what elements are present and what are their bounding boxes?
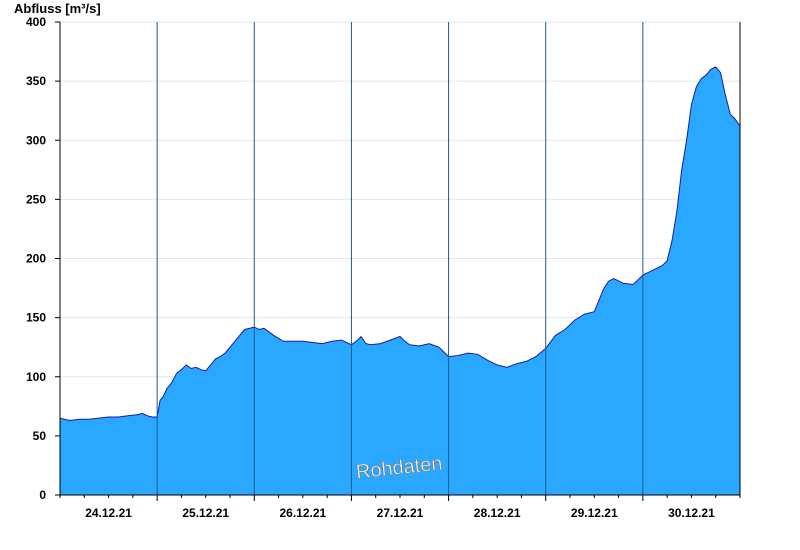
y-tick-label: 250 [26, 192, 46, 206]
x-tick-label: 29.12.21 [571, 506, 618, 520]
day-separators [156, 22, 644, 495]
y-tick-label: 350 [26, 74, 46, 88]
y-tick-label: 100 [26, 370, 46, 384]
y-axis-label: Abfluss [m³/s] [14, 1, 101, 16]
x-tick-label: 26.12.21 [279, 506, 326, 520]
x-tick-label: 25.12.21 [182, 506, 229, 520]
y-tick-labels: 0 50 100 150 200 250 300 350 400 [26, 15, 60, 502]
y-tick-label: 200 [26, 252, 46, 266]
discharge-line [59, 66, 741, 422]
grid-lines [60, 21, 740, 437]
x-tick-labels: 24.12.21 25.12.21 26.12.21 27.12.21 28.12.21… [59, 495, 741, 520]
x-tick-label: 28.12.21 [474, 506, 521, 520]
x-tick-label: 27.12.21 [377, 506, 424, 520]
y-tick-label: 300 [26, 133, 46, 147]
x-tick-label: 24.12.21 [85, 506, 132, 520]
y-tick-label: 0 [39, 488, 46, 502]
y-tick-label: 150 [26, 311, 46, 325]
x-tick-label: 30.12.21 [668, 506, 715, 520]
y-tick-label: 50 [33, 429, 47, 443]
y-tick-label: 400 [26, 15, 46, 29]
discharge-area [60, 66, 740, 496]
